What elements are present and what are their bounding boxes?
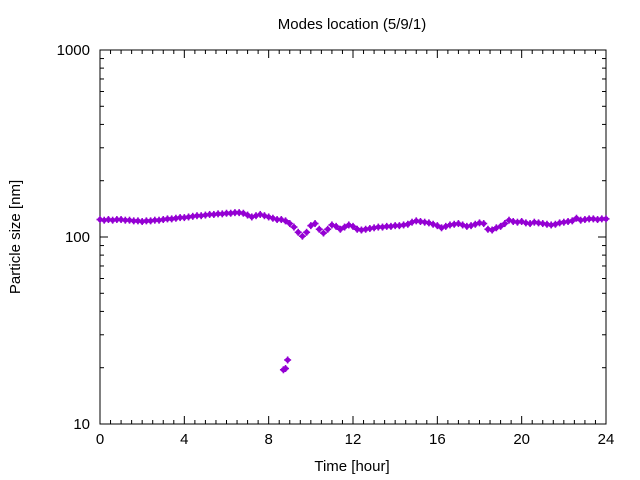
data-point	[480, 220, 488, 228]
x-tick-label: 12	[345, 431, 362, 448]
x-tick-label: 24	[598, 431, 615, 448]
data-point	[349, 222, 357, 230]
x-axis-label: Time [hour]	[314, 458, 389, 475]
y-tick-label: 10	[73, 416, 90, 433]
tick-labels: 0 4 8 12 16 20 24 10 100 1000	[57, 42, 615, 448]
data-points	[96, 209, 610, 374]
data-point	[142, 217, 150, 225]
data-point	[315, 225, 323, 233]
data-point	[332, 222, 340, 230]
y-tick-label: 1000	[57, 42, 90, 59]
x-tick-label: 16	[429, 431, 446, 448]
x-tick-label: 20	[513, 431, 530, 448]
data-point	[282, 217, 290, 225]
data-point	[505, 216, 513, 224]
data-point	[319, 229, 327, 237]
data-point	[446, 221, 454, 229]
data-point	[501, 220, 509, 228]
data-point	[214, 210, 222, 218]
data-point	[298, 232, 306, 240]
data-point	[282, 365, 290, 373]
x-tick-label: 4	[180, 431, 188, 448]
data-point	[383, 222, 391, 230]
data-point	[602, 215, 610, 223]
data-point	[311, 220, 319, 228]
y-axis-label: Particle size [nm]	[7, 180, 24, 294]
x-tick-label: 0	[96, 431, 104, 448]
data-point	[290, 223, 298, 231]
data-point	[336, 225, 344, 233]
tick-marks	[99, 49, 607, 425]
data-point	[303, 228, 311, 236]
data-point	[286, 220, 294, 228]
data-point	[324, 225, 332, 233]
chart-title: Modes location (5/9/1)	[278, 16, 426, 33]
data-point	[568, 217, 576, 225]
data-point	[151, 216, 159, 224]
data-point	[572, 214, 580, 222]
data-point	[294, 228, 302, 236]
data-point	[488, 226, 496, 234]
data-point	[284, 356, 292, 364]
x-tick-label: 8	[264, 431, 272, 448]
data-point	[341, 223, 349, 231]
y-tick-label: 100	[65, 229, 90, 246]
data-point	[497, 222, 505, 230]
data-point	[433, 222, 441, 230]
